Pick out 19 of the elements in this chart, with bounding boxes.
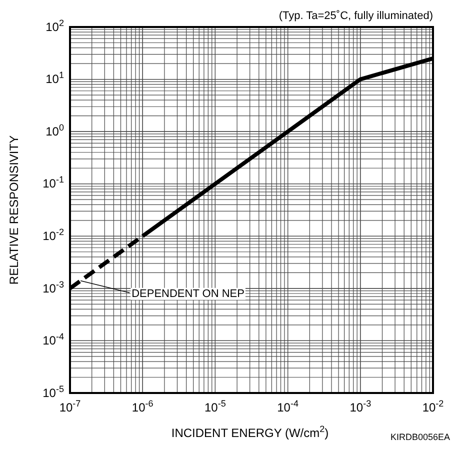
x-tick-label: 10$^{-3}$	[350, 398, 372, 415]
x-tick-label: 10$^{-4}$	[277, 398, 298, 415]
text: (Typ. Ta=25˚C, fully illuminated)	[278, 10, 433, 22]
x-tick-label: 10$^{-7}$	[59, 398, 81, 415]
y-tick-label: 10$^{0}$	[46, 122, 64, 138]
text: KIRDB0056EA	[390, 432, 450, 442]
y-tick-label: 10$^{-5}$	[42, 384, 64, 400]
y-tick-label: 10$^{-2}$	[42, 226, 64, 243]
y-tick-label: 10$^{1}$	[46, 70, 64, 86]
y-tick-label: 10$^{2}$	[46, 18, 64, 34]
y-axis-title: RELATIVE RESPONSIVITY	[7, 135, 21, 285]
x-tick-label: 10$^{-2}$	[422, 398, 444, 415]
x-axis-title: INCIDENT ENERGY (W/cm$^{2}$)	[171, 424, 329, 440]
y-tick-label: 10$^{-4}$	[42, 332, 64, 348]
x-tick-label: 10$^{-5}$	[204, 398, 226, 415]
y-tick-label: 10$^{-3}$	[42, 279, 64, 296]
annotation: DEPENDENT ON NEP	[132, 288, 244, 300]
y-tick-label: 10$^{-1}$	[42, 174, 64, 191]
x-tick-label: 10$^{-6}$	[132, 398, 154, 415]
